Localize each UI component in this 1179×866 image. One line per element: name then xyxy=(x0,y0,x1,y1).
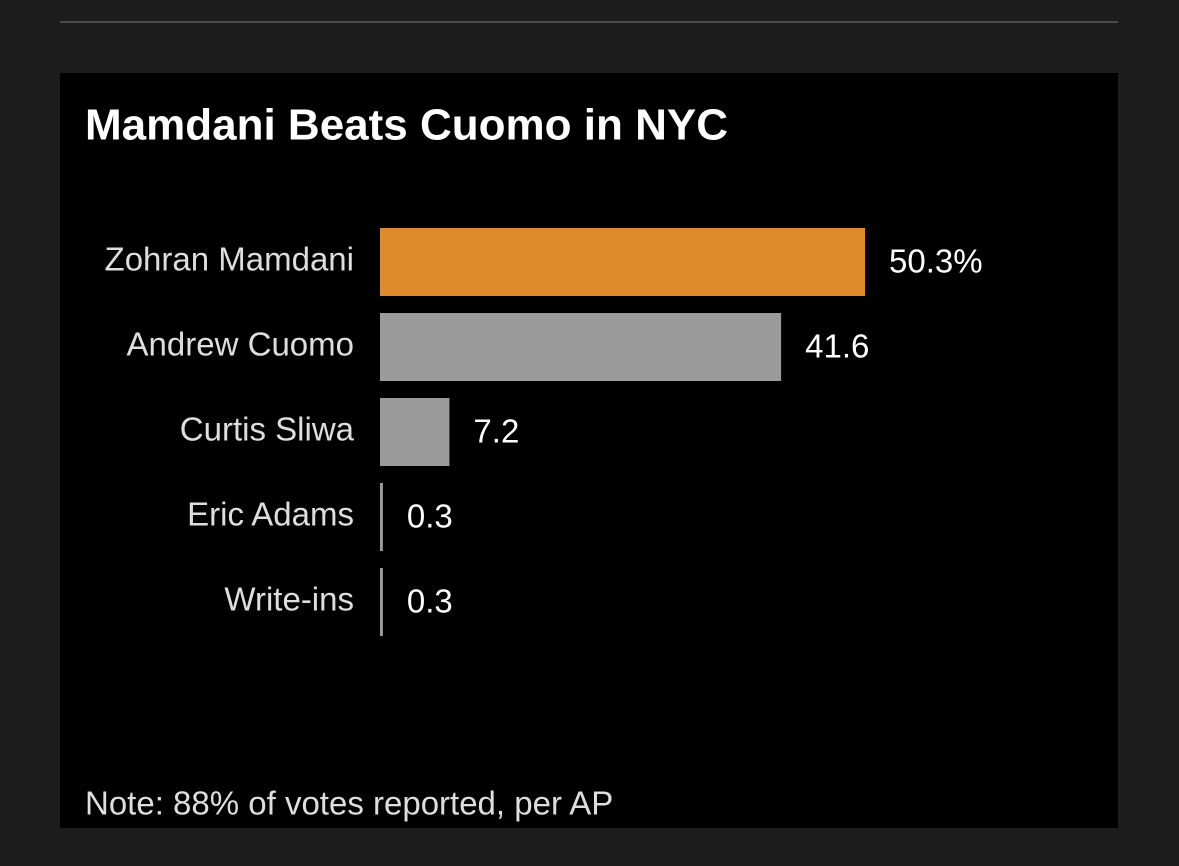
category-label: Zohran Mamdani xyxy=(105,241,354,278)
plot: Zohran Mamdani 50.3% Andrew Cuomo 41.6 Curti… xyxy=(105,228,983,636)
chart-title: Mamdani Beats Cuomo in NYC xyxy=(85,101,728,150)
category-label: Eric Adams xyxy=(187,496,354,533)
value-label: 50.3% xyxy=(889,243,983,280)
value-label: 0.3 xyxy=(407,583,453,620)
bar xyxy=(380,313,782,381)
category-label: Curtis Sliwa xyxy=(180,411,355,448)
value-label: 7.2 xyxy=(473,413,519,450)
value-label: 41.6 xyxy=(805,328,869,365)
bar xyxy=(380,568,383,636)
bar xyxy=(380,398,450,466)
category-label: Andrew Cuomo xyxy=(127,326,354,363)
note: Note: 88% of votes reported, per AP xyxy=(85,785,613,822)
bar xyxy=(380,483,383,551)
chart-panel xyxy=(60,73,1118,828)
bar xyxy=(380,228,865,296)
category-label: Write-ins xyxy=(224,581,354,618)
value-label: 0.3 xyxy=(407,498,453,535)
